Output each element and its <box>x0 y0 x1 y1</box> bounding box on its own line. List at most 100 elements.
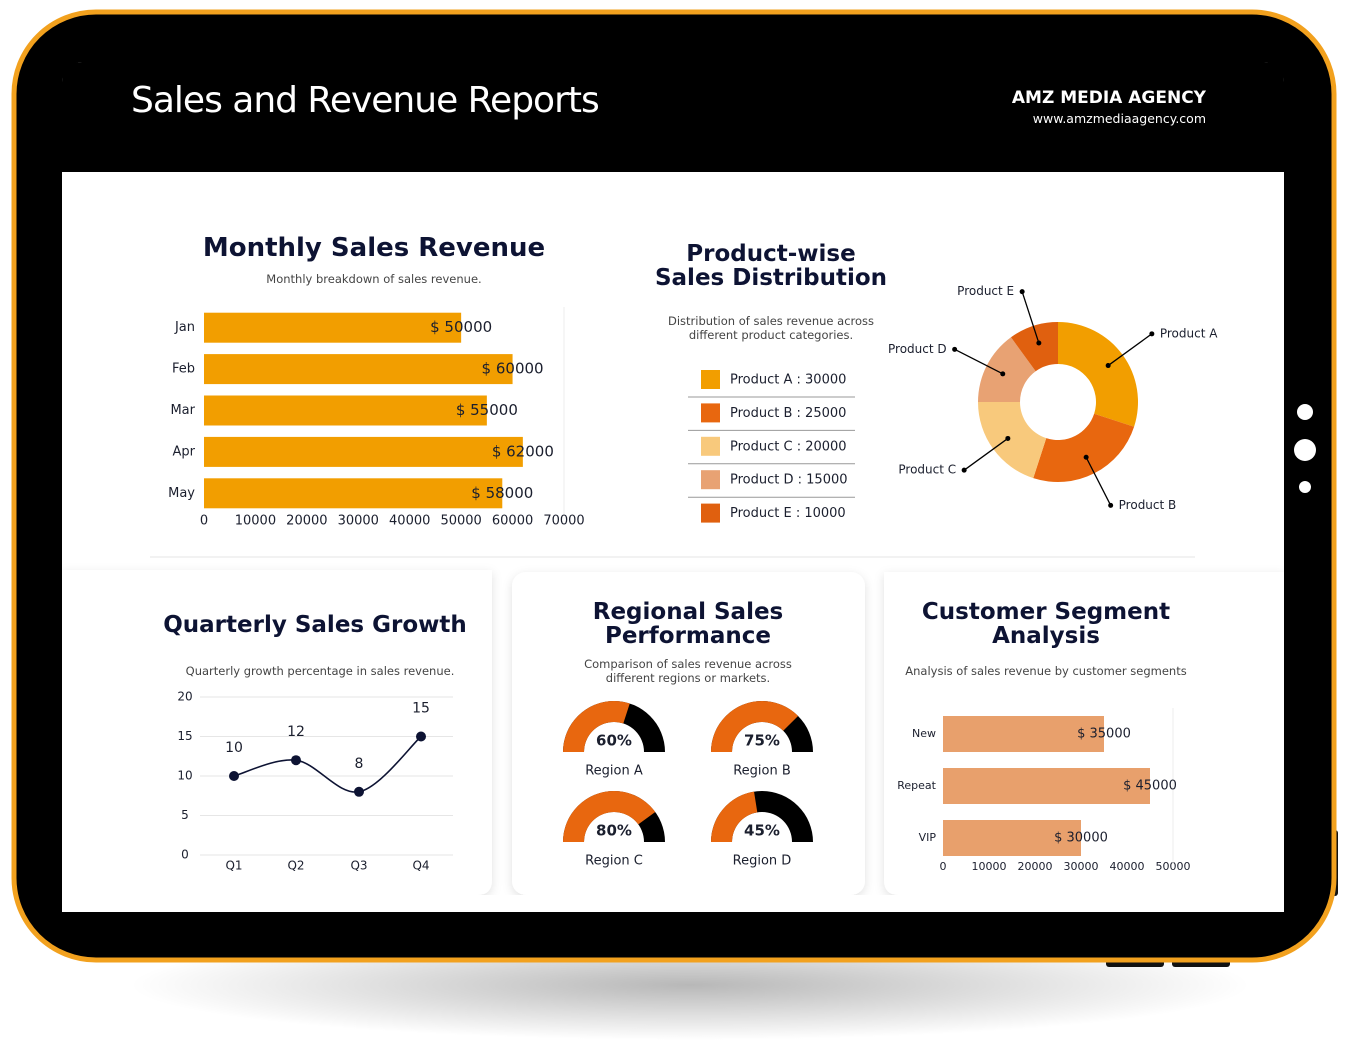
x-tick-label: 50000 <box>1156 860 1191 873</box>
point <box>354 786 364 797</box>
x-tick-label: 60000 <box>492 514 533 529</box>
line <box>233 735 422 793</box>
x-tick-label: Q2 <box>287 859 304 873</box>
category-label: Region B <box>733 764 791 779</box>
x-tick-label: 70000 <box>543 514 584 529</box>
callout-label: Product A <box>1160 326 1218 340</box>
x-tick-label: 40000 <box>389 514 430 529</box>
y-tick-label: 5 <box>181 808 189 822</box>
gauge-fill <box>711 701 799 752</box>
value-label: $ 30000 <box>1054 831 1108 846</box>
legend-swatch <box>701 436 720 456</box>
bar <box>204 395 487 426</box>
gauge-fill <box>711 791 758 842</box>
chart-subtitle: Analysis of sales revenue by customer se… <box>905 664 1187 678</box>
value-label: $ 35000 <box>1077 727 1131 742</box>
point <box>291 755 301 766</box>
chart-subtitle: Monthly breakdown of sales revenue. <box>266 272 482 286</box>
value-label: $ 58000 <box>471 484 533 502</box>
y-tick-label: 15 <box>177 729 192 743</box>
x-tick-label: Q3 <box>350 859 367 873</box>
header-bar <box>62 62 1284 172</box>
value-label: $ 55000 <box>456 401 518 419</box>
value-label: 15 <box>412 701 430 717</box>
dot <box>1294 439 1316 461</box>
donut-slice <box>978 402 1047 479</box>
y-tick-label: 0 <box>181 848 189 862</box>
value-label: $ 45000 <box>1123 779 1177 794</box>
brand-url: www.amzmediaagency.com <box>1032 111 1206 126</box>
callout-label: Product B <box>1119 498 1177 512</box>
callout-dot <box>1000 371 1006 377</box>
card <box>62 570 492 895</box>
dot <box>1297 404 1313 420</box>
y-tick-label: Feb <box>172 362 195 377</box>
bar <box>943 768 1150 804</box>
legend-swatch <box>701 470 720 490</box>
value-label: 60% <box>596 732 632 750</box>
x-tick-label: 50000 <box>440 514 481 529</box>
callout-line <box>954 348 1004 375</box>
callout-line <box>1085 456 1112 506</box>
legend-swatch <box>701 403 720 423</box>
x-tick-label: 30000 <box>1064 860 1099 873</box>
bar <box>943 820 1081 856</box>
callout-dot <box>1108 502 1114 508</box>
callout-label: Product C <box>898 463 956 477</box>
callout-dot <box>1005 435 1011 441</box>
legend-label: Product D : 15000 <box>730 473 848 488</box>
bar <box>204 354 513 385</box>
value-label: 12 <box>287 724 305 740</box>
value-label: $ 62000 <box>492 442 554 460</box>
chart-subtitle: Comparison of sales revenue across diffe… <box>584 657 792 685</box>
bar <box>204 478 503 509</box>
y-tick-label: 20 <box>177 690 192 704</box>
x-tick-label: 0 <box>940 860 947 873</box>
gauge-fill <box>563 701 630 752</box>
bar <box>204 436 523 467</box>
x-tick-label: 0 <box>200 514 208 529</box>
legend-label: Product A : 30000 <box>730 373 846 388</box>
callout-dot <box>1105 363 1111 369</box>
category-label: Region D <box>733 854 792 869</box>
chart-subtitle: Quarterly growth percentage in sales rev… <box>185 664 455 678</box>
x-tick-label: 20000 <box>286 514 327 529</box>
y-tick-label: Mar <box>170 403 195 418</box>
legend-label: Product B : 25000 <box>730 406 846 421</box>
value-label: $ 60000 <box>482 360 544 378</box>
legend-label: Product E : 10000 <box>730 506 846 521</box>
value-label: 10 <box>225 740 243 756</box>
value-label: $ 50000 <box>430 318 492 336</box>
category-label: Region C <box>585 854 643 869</box>
chart-title: Product-wise Sales Distribution <box>654 241 888 292</box>
screen-edge <box>62 905 1284 912</box>
donut-slice <box>1010 322 1058 372</box>
donut-slice <box>1058 322 1138 427</box>
donut-slice <box>1033 413 1135 482</box>
x-tick-label: Q1 <box>225 859 242 873</box>
callout-dot <box>1036 340 1042 346</box>
chart-title: Quarterly Sales Growth <box>163 612 467 638</box>
legend-label: Product C : 20000 <box>730 439 847 454</box>
donut-slice <box>978 337 1036 402</box>
x-tick-label: 30000 <box>338 514 379 529</box>
page-title: Sales and Revenue Reports <box>131 80 600 121</box>
point <box>416 731 426 742</box>
legend-swatch <box>701 370 720 389</box>
brand: AMZ MEDIA AGENCY <box>1011 88 1206 108</box>
x-tick-label: 10000 <box>972 860 1007 873</box>
value-label: 75% <box>744 732 780 750</box>
y-tick-label: New <box>912 727 936 740</box>
chart-title: Monthly Sales Revenue <box>202 233 546 263</box>
y-tick-label: Repeat <box>897 779 936 792</box>
bar <box>204 312 462 343</box>
x-tick-label: 10000 <box>235 514 276 529</box>
callout-dot <box>1019 289 1025 295</box>
x-tick-label: 40000 <box>1110 860 1145 873</box>
callout-line <box>1021 291 1040 344</box>
y-tick-label: VIP <box>919 831 937 844</box>
callout-line <box>1107 333 1153 367</box>
legend-swatch <box>701 503 720 523</box>
chart-title: Regional Sales Performance <box>592 599 784 650</box>
